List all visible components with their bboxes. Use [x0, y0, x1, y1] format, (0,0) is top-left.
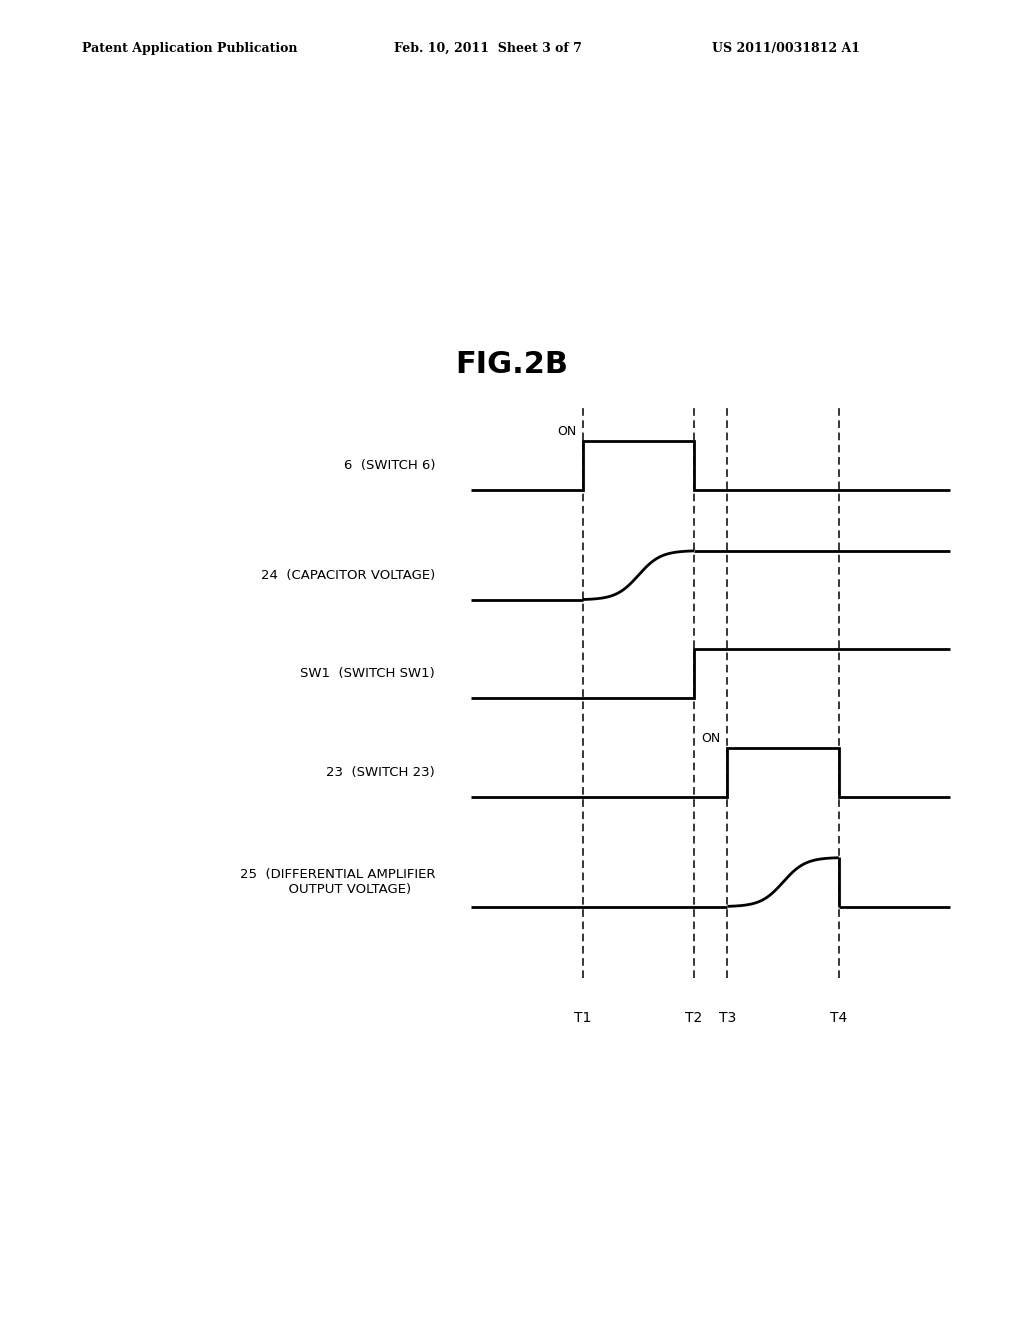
Text: ON: ON [557, 425, 577, 438]
Text: 25  (DIFFERENTIAL AMPLIFIER
      OUTPUT VOLTAGE): 25 (DIFFERENTIAL AMPLIFIER OUTPUT VOLTAG… [240, 869, 435, 896]
Text: Feb. 10, 2011  Sheet 3 of 7: Feb. 10, 2011 Sheet 3 of 7 [394, 42, 582, 55]
Text: Patent Application Publication: Patent Application Publication [82, 42, 297, 55]
Text: ON: ON [701, 731, 721, 744]
Text: SW1  (SWITCH SW1): SW1 (SWITCH SW1) [300, 668, 435, 680]
Text: FIG.2B: FIG.2B [456, 350, 568, 379]
Text: T4: T4 [830, 1011, 848, 1024]
Text: 24  (CAPACITOR VOLTAGE): 24 (CAPACITOR VOLTAGE) [261, 569, 435, 582]
Text: US 2011/0031812 A1: US 2011/0031812 A1 [712, 42, 860, 55]
Text: T1: T1 [574, 1011, 592, 1024]
Text: 23  (SWITCH 23): 23 (SWITCH 23) [327, 766, 435, 779]
Text: T3: T3 [719, 1011, 736, 1024]
Text: 6  (SWITCH 6): 6 (SWITCH 6) [344, 459, 435, 473]
Text: T2: T2 [685, 1011, 702, 1024]
